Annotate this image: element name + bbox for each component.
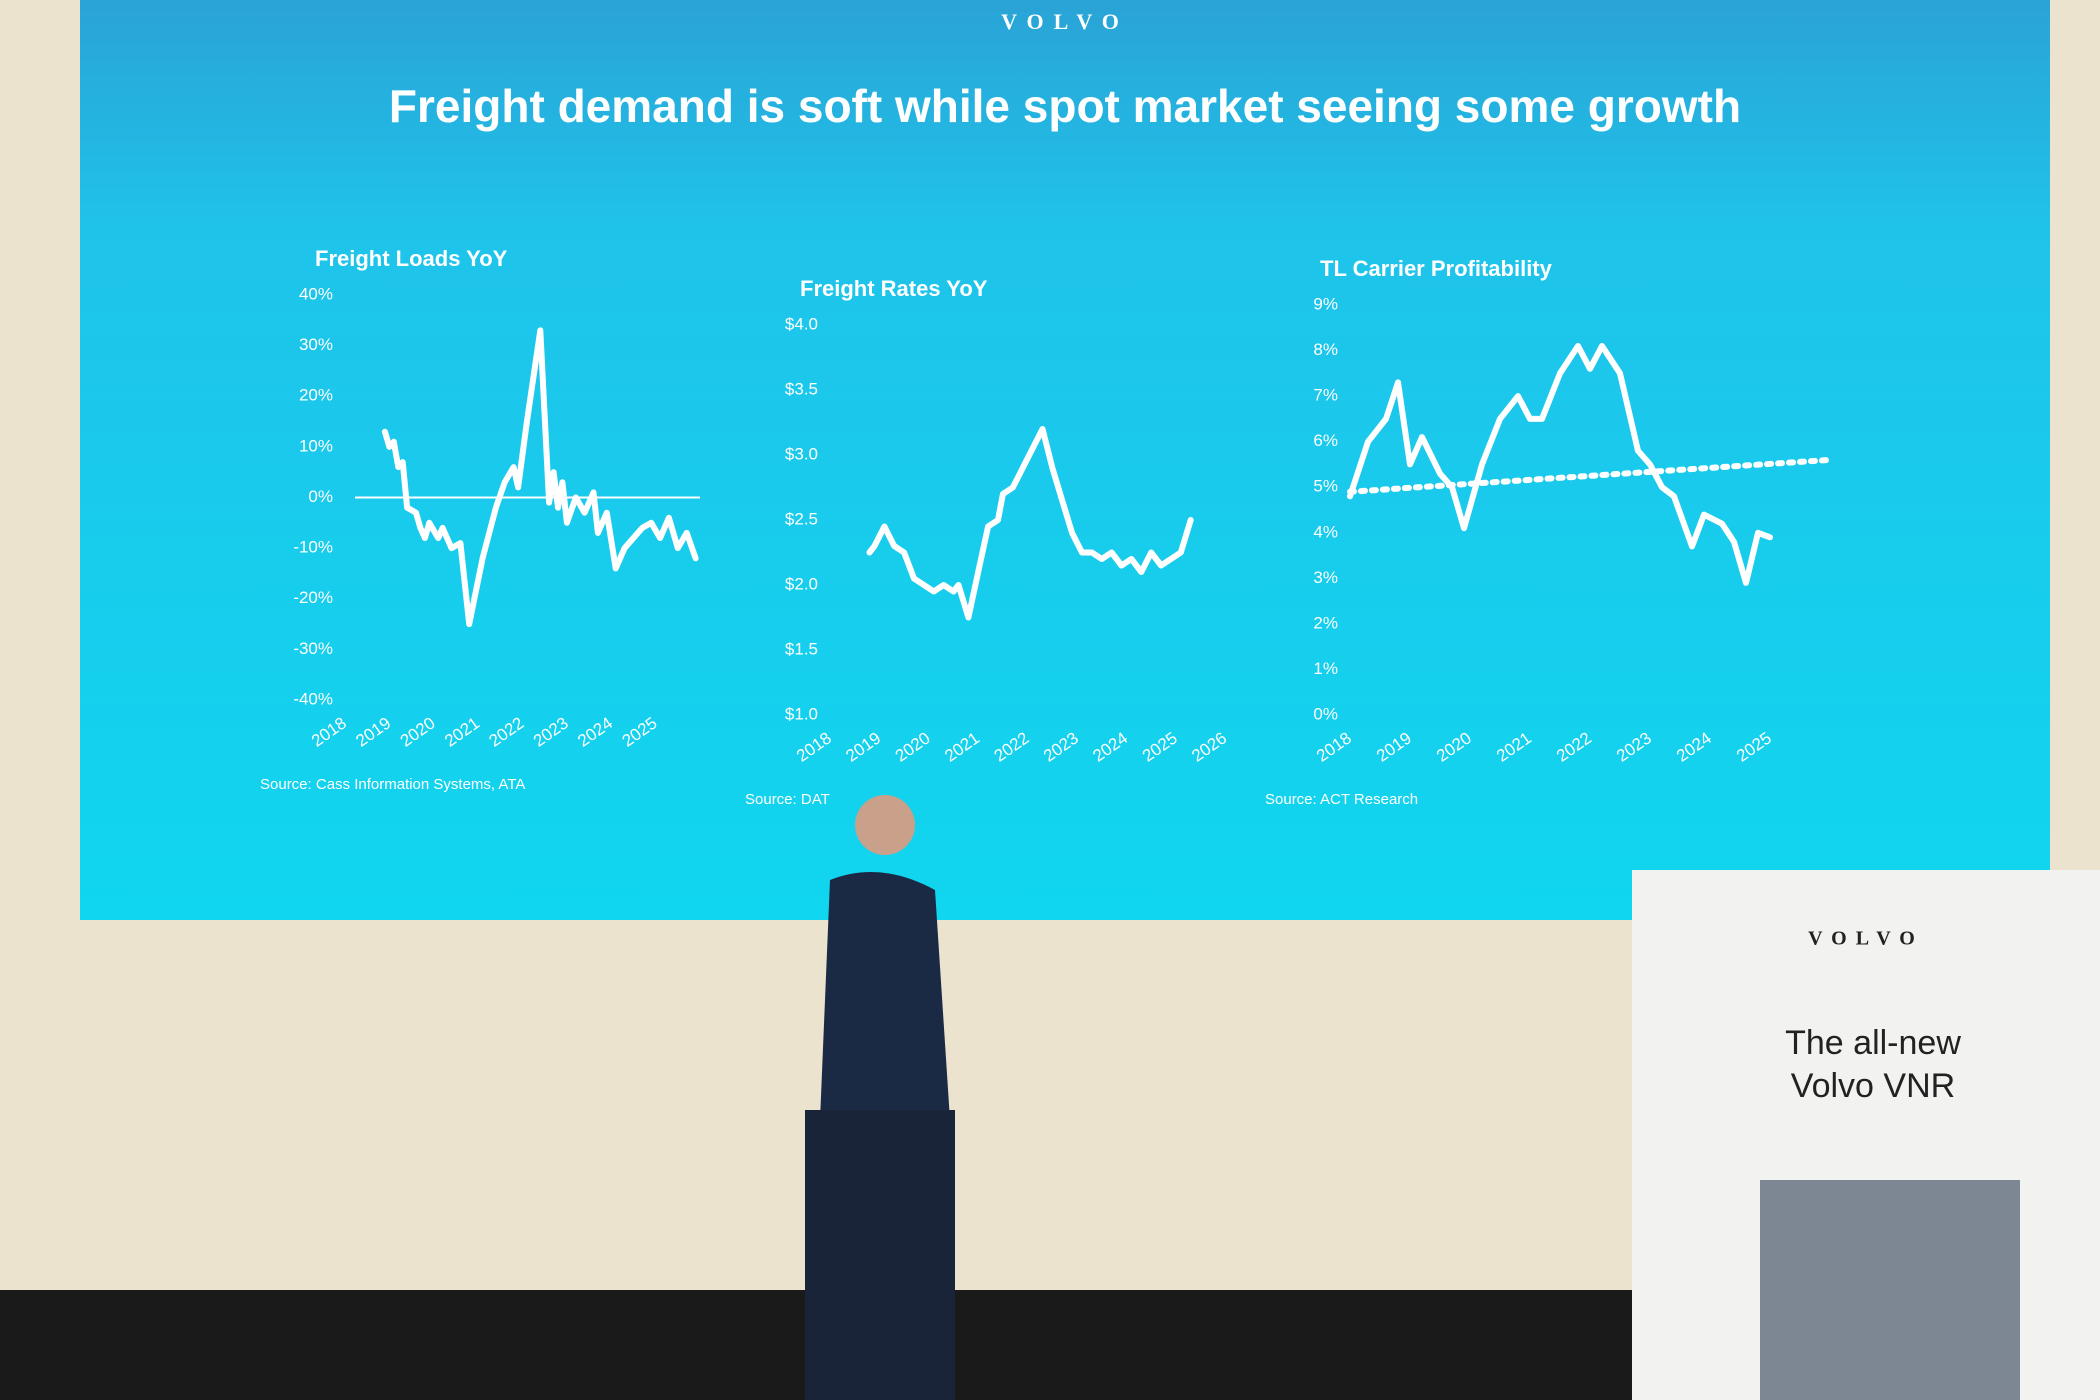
slide-title: Freight demand is soft while spot market… (389, 80, 1741, 132)
y-tick-label: $1.5 (785, 639, 818, 658)
y-tick-label: -40% (293, 689, 333, 708)
chart-source: Source: DAT (745, 791, 830, 808)
banner-headline: Volvo VNR (1791, 1067, 1955, 1105)
y-tick-label: -30% (293, 639, 333, 658)
brand-logo: VOLVO (1001, 9, 1129, 34)
y-tick-label: 3% (1313, 568, 1338, 587)
y-tick-label: 4% (1313, 522, 1338, 541)
y-tick-label: 9% (1313, 294, 1338, 313)
y-tick-label: $1.0 (785, 704, 818, 723)
chart-source: Source: Cass Information Systems, ATA (260, 776, 525, 793)
truck-image (1760, 1180, 2020, 1400)
y-tick-label: 0% (308, 487, 333, 506)
data-line (866, 426, 1194, 621)
y-tick-label: 1% (1313, 659, 1338, 678)
y-tick-label: 8% (1313, 340, 1338, 359)
screen (80, 0, 2050, 920)
chart-title: Freight Loads YoY (315, 246, 508, 271)
y-tick-label: -20% (293, 588, 333, 607)
y-tick-label: 6% (1313, 431, 1338, 450)
y-tick-label: -10% (293, 538, 333, 557)
y-tick-label: $4.0 (785, 314, 818, 333)
y-tick-label: 20% (299, 386, 333, 405)
y-tick-label: 30% (299, 335, 333, 354)
y-tick-label: 7% (1313, 386, 1338, 405)
banner-headline: The all-new (1785, 1024, 1961, 1062)
data-line (1347, 343, 1773, 586)
chart-source: Source: ACT Research (1265, 791, 1418, 808)
y-tick-label: 40% (299, 284, 333, 303)
y-tick-label: $3.5 (785, 379, 818, 398)
y-tick-label: 10% (299, 436, 333, 455)
y-tick-label: 0% (1313, 704, 1338, 723)
chart-title: Freight Rates YoY (800, 276, 988, 301)
speaker (805, 795, 955, 1400)
chart-title: TL Carrier Profitability (1320, 256, 1553, 281)
banner-brand: VOLVO (1808, 928, 1924, 950)
y-tick-label: 5% (1313, 477, 1338, 496)
y-tick-label: $2.5 (785, 509, 818, 528)
data-line (381, 327, 699, 628)
data-line (1347, 456, 1833, 495)
y-tick-label: $2.0 (785, 574, 818, 593)
y-tick-label: 2% (1313, 613, 1338, 632)
y-tick-label: $3.0 (785, 444, 818, 463)
